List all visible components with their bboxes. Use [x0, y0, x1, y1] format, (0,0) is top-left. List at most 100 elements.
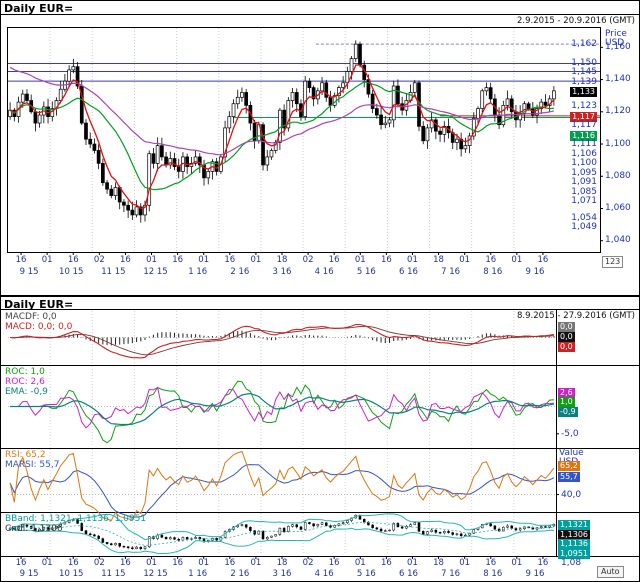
- rsi-value-box: 65,2: [558, 460, 580, 471]
- price-axis-title: Price: [605, 29, 627, 39]
- x-axis-day-label: 01: [250, 255, 262, 265]
- x-axis-day-label: 01: [146, 558, 157, 568]
- x-axis-month-label: 5 16: [356, 267, 376, 277]
- x-axis-day-label: 01: [41, 558, 53, 568]
- price-level-label: 1,117: [571, 120, 597, 131]
- y-axis-tick: 1,140: [605, 74, 631, 85]
- y-axis-tick: 1,100: [605, 138, 631, 149]
- x-axis-day-label: 02: [93, 255, 105, 265]
- y-axis-tick: 1,080: [605, 170, 631, 181]
- x-axis-day-label: 18: [276, 255, 288, 265]
- page-indicator[interactable]: 123: [602, 256, 624, 268]
- price-level-label: 1,123: [571, 101, 597, 112]
- x-axis-month-label: 9 16: [525, 569, 545, 579]
- x-axis-month-label: 9 15: [19, 267, 39, 277]
- bband-value-box: 1,1321: [558, 520, 590, 531]
- x-axis-month-label: 10 15: [59, 267, 84, 277]
- x-axis-day-label: 01: [198, 558, 210, 568]
- price-axis-unit: USD: [605, 38, 625, 48]
- x-axis-month-label: 8 16: [483, 267, 503, 277]
- x-axis-day-label: 16: [537, 255, 549, 265]
- price-flag-red: 1,117: [570, 111, 597, 122]
- x-axis-day-label: 01: [354, 255, 366, 265]
- x-axis-day-label: 16: [380, 558, 392, 568]
- legend-roc-1: ROC: 2,6: [5, 377, 45, 387]
- x-axis-month-label: 3 16: [272, 267, 292, 277]
- x-axis-day-label: 16: [224, 558, 236, 568]
- legend-bband-1: Cndl: 1,1306: [5, 524, 63, 534]
- x-axis-month-label: 7 16: [441, 267, 461, 277]
- price-level-label: 1,071: [571, 196, 597, 207]
- price-flag-black: 1,133: [570, 87, 597, 98]
- x-axis-month-label: 12 15: [143, 569, 168, 579]
- roc-value-box: -0,9: [558, 406, 578, 417]
- price-level-label: 1,145: [571, 67, 597, 78]
- indicator-panel: Daily EUR= 8.9.2015 - 27.9.2016 (GMT) Va…: [0, 296, 640, 582]
- x-axis-month-label: 9 15: [19, 569, 39, 579]
- rsi-value-box: 55,7: [558, 471, 580, 482]
- price-level-label: 1,091: [571, 177, 597, 188]
- bband-axis-label: 1,08: [561, 558, 582, 568]
- bband-value-box: 1,1306: [558, 529, 590, 540]
- legend-roc-2: EMA: -0,9: [5, 387, 48, 397]
- top-chart-date-range: 2.9.2015 - 20.9.2016 (GMT): [516, 16, 635, 26]
- x-axis-month-label: 9 16: [525, 267, 545, 277]
- legend-bband-0: BBand: 1,1321, 1,1136, 1,0951: [5, 514, 147, 524]
- x-axis-day-label: 16: [537, 558, 549, 568]
- x-axis-month-label: 7 16: [441, 569, 461, 579]
- x-axis-day-label: 18: [433, 558, 444, 568]
- indicator-chart-canvas[interactable]: [0, 296, 640, 582]
- top-chart-title: Daily EUR=: [4, 2, 74, 15]
- y-axis-tick: 1,060: [605, 202, 631, 213]
- x-axis-month-label: 11 15: [101, 267, 126, 277]
- x-axis-day-label: 16: [485, 255, 497, 265]
- x-axis-month-label: 8 16: [483, 569, 503, 579]
- x-axis-day-label: 01: [511, 255, 523, 265]
- x-axis-day-label: 02: [302, 558, 314, 568]
- macd-value-box: 0,0: [558, 321, 575, 332]
- x-axis-day-label: 18: [276, 558, 288, 568]
- x-axis-month-label: 2 16: [230, 267, 250, 277]
- legend-rsi-0: RSI: 65,2: [5, 450, 46, 460]
- x-axis-day-label: 02: [93, 558, 105, 568]
- x-axis-day-label: 16: [328, 255, 340, 265]
- value-axis-title: Value: [559, 448, 584, 458]
- x-axis-day-label: 16: [380, 255, 392, 265]
- roc-value-box: 1,0: [558, 397, 575, 408]
- x-axis-day-label: 01: [41, 255, 53, 265]
- x-axis-month-label: 2 16: [230, 569, 250, 579]
- x-axis-month-label: 10 15: [59, 569, 84, 579]
- price-level-label: 1,085: [571, 186, 597, 197]
- y-axis-tick: 1,040: [605, 235, 631, 246]
- x-axis-month-label: 3 16: [272, 569, 292, 579]
- x-axis-day-label: 02: [302, 255, 314, 265]
- price-chart-canvas[interactable]: [0, 0, 640, 296]
- x-axis-day-label: 16: [224, 255, 236, 265]
- price-level-label: 1,111: [571, 139, 597, 150]
- rsi-axis-label: 40,0: [561, 489, 582, 500]
- price-chart-panel: Daily EUR= 2.9.2015 - 20.9.2016 (GMT) Pr…: [0, 0, 640, 296]
- bband-value-box: 1,0951: [558, 548, 590, 559]
- macd-value-box: 0,0: [558, 341, 575, 352]
- x-axis-month-label: 1 16: [188, 267, 208, 277]
- x-axis-day-label: 01: [407, 255, 418, 265]
- legend-roc-0: ROC: 1,0: [5, 367, 45, 377]
- y-axis-tick: 1,160: [605, 41, 631, 52]
- auto-scale-button[interactable]: Auto: [597, 566, 624, 578]
- macd-value-box: 0,0: [558, 331, 575, 342]
- price-level-label: 1,106: [571, 148, 597, 159]
- x-axis-day-label: 01: [250, 558, 262, 568]
- x-axis-day-label: 16: [15, 558, 27, 568]
- x-axis-day-label: 01: [407, 558, 418, 568]
- x-axis-day-label: 16: [485, 558, 497, 568]
- price-level-label: 1,139: [571, 76, 597, 87]
- price-level-label: 1,100: [571, 158, 597, 169]
- x-axis-day-label: 16: [15, 255, 27, 265]
- price-level-label: 1,095: [571, 167, 597, 178]
- legend-macd-1: MACD: 0,0; 0,0: [5, 322, 73, 332]
- x-axis-day-label: 16: [120, 255, 131, 265]
- bband-value-box: 1,1136: [558, 539, 590, 550]
- price-level-label: 1,150: [571, 57, 597, 68]
- x-axis-month-label: 12 15: [143, 267, 168, 277]
